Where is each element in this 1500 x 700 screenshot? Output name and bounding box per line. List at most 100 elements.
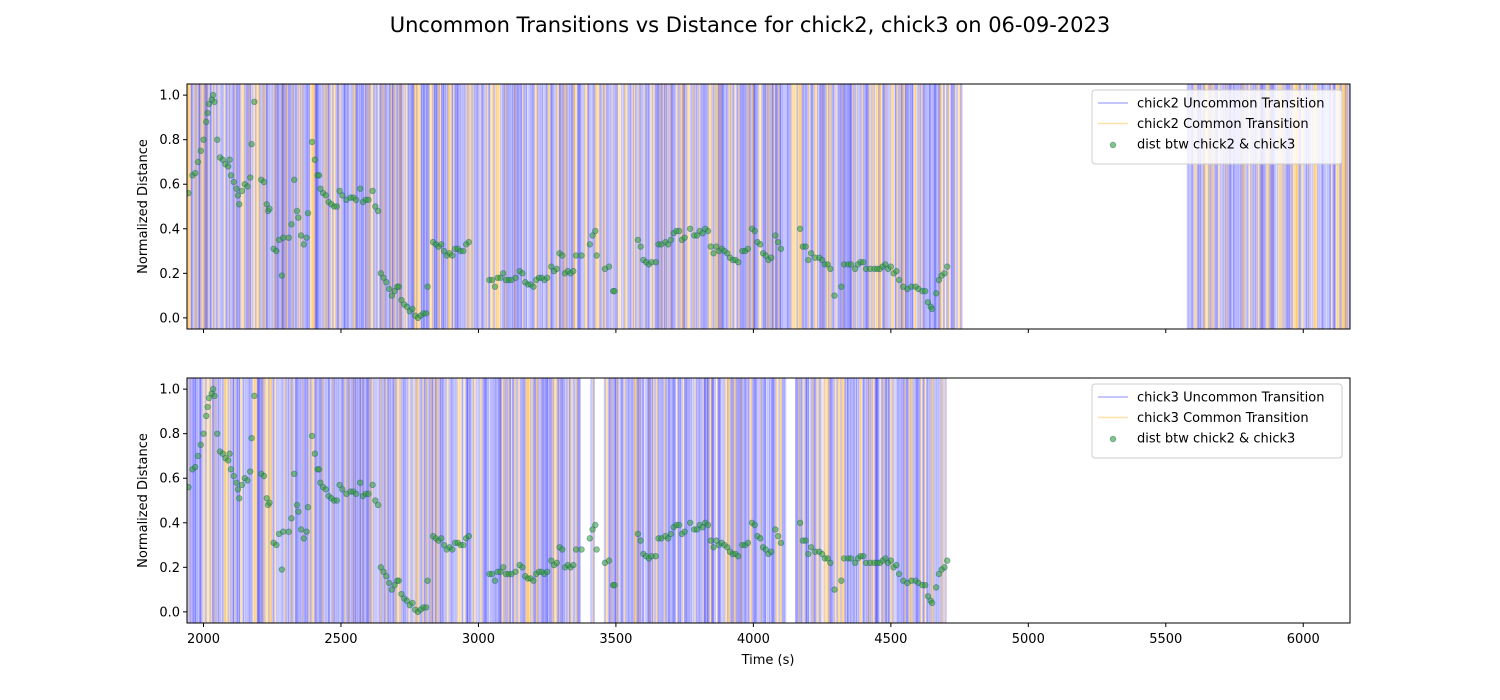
distance-point [247, 174, 254, 181]
distance-point [710, 250, 717, 257]
distance-point [922, 287, 929, 295]
distance-point [774, 238, 782, 246]
distance-point [887, 557, 895, 564]
distance-point [204, 109, 211, 117]
bottom-subplot: 2000 2500 3000 3500 4000 4500 5000 5500 6000 0.0 0… [136, 377, 1351, 647]
distance-point [499, 270, 507, 277]
distance-point [768, 254, 775, 261]
y-tick-label: 0.0 [159, 311, 180, 326]
distance-point [860, 552, 867, 560]
distance-point [924, 593, 932, 600]
distance-point [735, 258, 742, 266]
y-tick-label: 0.6 [159, 472, 180, 487]
distance-point [187, 189, 192, 197]
distance-point [225, 163, 232, 170]
distance-point [570, 267, 577, 275]
distance-point [322, 192, 330, 199]
distance-point [802, 537, 809, 544]
distance-point [589, 526, 596, 533]
distance-point [553, 265, 560, 273]
distance-point [409, 599, 416, 607]
distance-point [704, 521, 712, 529]
distance-point [233, 479, 240, 486]
distance-point [637, 243, 644, 250]
legend: chick3 Uncommon Transition chick3 Common … [1091, 383, 1343, 459]
distance-point [197, 147, 204, 155]
distance-point [831, 586, 838, 593]
distance-point [219, 156, 226, 163]
distance-point [403, 597, 411, 604]
distance-point [263, 201, 270, 208]
distance-point [548, 263, 555, 270]
distance-point [460, 541, 467, 549]
distance-point [589, 232, 596, 239]
distance-point [893, 267, 900, 275]
distance-point [369, 481, 376, 489]
distance-point [205, 394, 213, 402]
distance-point [377, 564, 385, 571]
distance-point [818, 256, 826, 264]
distance-point [593, 546, 600, 553]
y-tick-label: 0.2 [159, 561, 180, 576]
distance-point [322, 486, 330, 493]
distance-point [424, 283, 431, 290]
distance-point [398, 296, 405, 304]
distance-point [187, 483, 192, 491]
distance-point [667, 530, 675, 538]
distance-point [667, 236, 675, 244]
distance-point [291, 176, 298, 183]
distance-point [227, 172, 235, 179]
distance-point [251, 98, 258, 106]
distance-point [211, 392, 218, 400]
legend: chick2 Uncommon Transition chick2 Common … [1091, 89, 1343, 165]
distance-point [807, 250, 815, 257]
distance-point [230, 472, 237, 480]
distance-point [374, 207, 382, 215]
distance-point [664, 241, 672, 248]
distance-point [757, 241, 764, 248]
distance-point [944, 557, 951, 564]
distance-point [248, 434, 255, 442]
distance-point [838, 577, 845, 584]
distance-point [226, 450, 233, 457]
distance-point [304, 209, 312, 217]
distance-point [197, 441, 204, 449]
distance-point [372, 497, 379, 504]
distance-point [273, 541, 280, 549]
distance-point [593, 252, 600, 259]
distance-point [887, 263, 895, 270]
distance-point [234, 486, 242, 493]
distance-point [553, 559, 560, 567]
distance-point [300, 535, 308, 542]
distance-point [440, 247, 448, 255]
distance-point [244, 477, 251, 484]
distance-point [395, 283, 402, 290]
distance-point [744, 245, 752, 253]
distance-point [422, 310, 430, 317]
distance-point [388, 292, 396, 299]
distance-point [291, 470, 298, 477]
y-tick-label: 0.6 [159, 178, 180, 193]
distance-point [465, 532, 473, 540]
distance-point [586, 241, 593, 248]
distance-point [465, 238, 473, 246]
distance-point [336, 481, 343, 489]
distance-point [807, 544, 815, 551]
distance-point [303, 234, 310, 241]
distance-point [512, 568, 519, 575]
distance-point [637, 537, 644, 544]
distance-point [634, 530, 642, 538]
distance-point [882, 555, 889, 562]
y-tick-label: 0.0 [159, 605, 180, 620]
distance-point [388, 586, 396, 593]
legend-entry-uncommon: chick3 Uncommon Transition [1137, 391, 1324, 406]
distance-point [818, 550, 826, 558]
distance-point [440, 541, 448, 549]
distance-point [372, 203, 379, 210]
distance-point [200, 136, 207, 143]
x-tick-label: 5000 [1012, 632, 1045, 647]
x-tick-label: 3500 [599, 632, 632, 647]
distance-point [293, 501, 301, 509]
legend-entry-uncommon: chick2 Uncommon Transition [1137, 97, 1324, 112]
